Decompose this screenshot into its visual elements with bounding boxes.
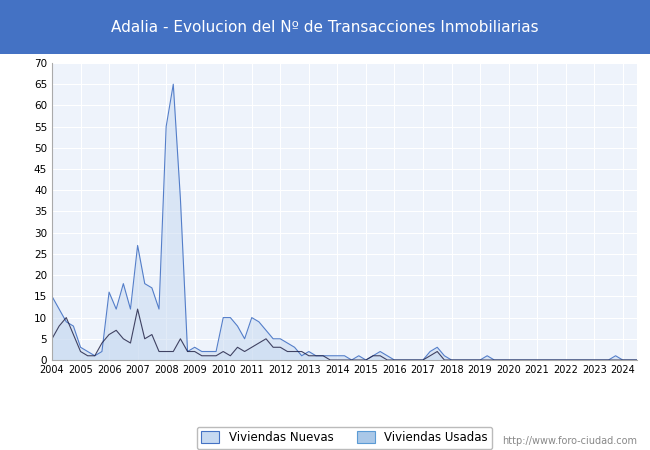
Legend: Viviendas Nuevas, Viviendas Usadas: Viviendas Nuevas, Viviendas Usadas [197,427,492,449]
Text: Adalia - Evolucion del Nº de Transacciones Inmobiliarias: Adalia - Evolucion del Nº de Transaccion… [111,19,539,35]
Text: http://www.foro-ciudad.com: http://www.foro-ciudad.com [502,436,637,446]
